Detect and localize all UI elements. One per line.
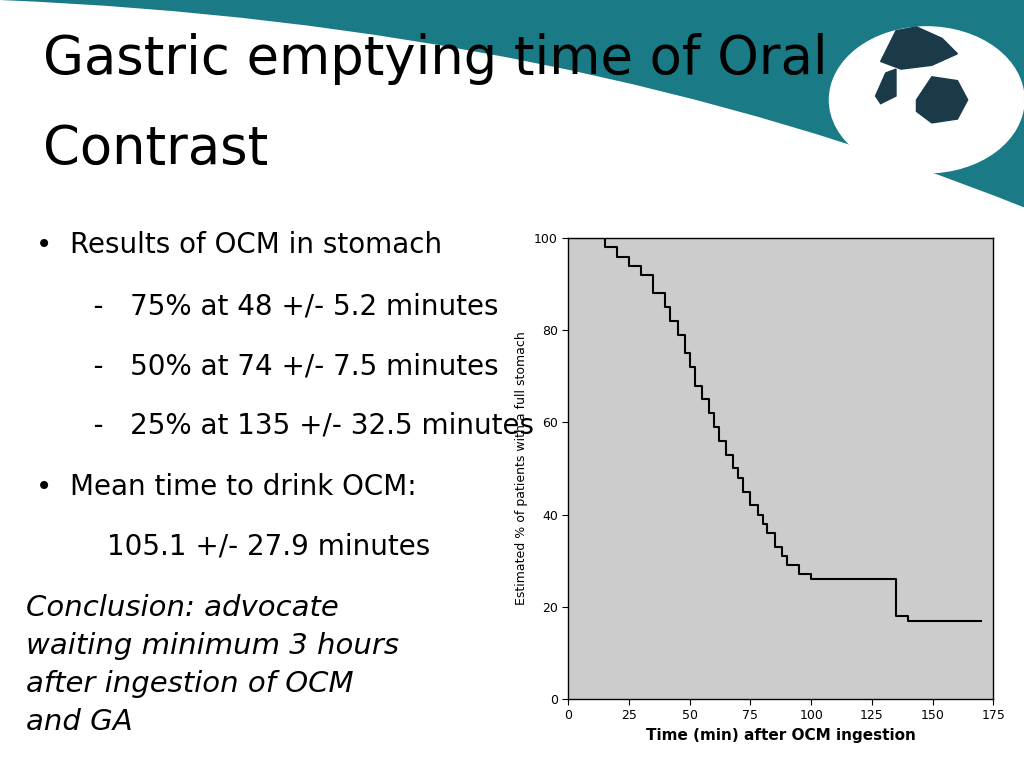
Circle shape xyxy=(829,27,1024,173)
Text: -   75% at 48 +/- 5.2 minutes: - 75% at 48 +/- 5.2 minutes xyxy=(57,293,499,321)
Text: Contrast: Contrast xyxy=(43,123,268,175)
Text: Gastric emptying time of Oral: Gastric emptying time of Oral xyxy=(43,32,827,84)
PathPatch shape xyxy=(0,0,1024,200)
Text: •  Mean time to drink OCM:: • Mean time to drink OCM: xyxy=(37,473,417,501)
Y-axis label: Estimated % of patients with a full stomach: Estimated % of patients with a full stom… xyxy=(515,332,528,605)
Text: Conclusion: advocate
waiting minimum 3 hours
after ingestion of OCM
and GA: Conclusion: advocate waiting minimum 3 h… xyxy=(26,594,398,736)
Polygon shape xyxy=(916,77,968,123)
Text: -   25% at 135 +/- 32.5 minutes: - 25% at 135 +/- 32.5 minutes xyxy=(57,412,534,439)
Polygon shape xyxy=(876,69,896,104)
Text: •  Results of OCM in stomach: • Results of OCM in stomach xyxy=(37,231,442,259)
Text: -   50% at 74 +/- 7.5 minutes: - 50% at 74 +/- 7.5 minutes xyxy=(57,352,499,380)
Text: 105.1 +/- 27.9 minutes: 105.1 +/- 27.9 minutes xyxy=(37,532,431,560)
X-axis label: Time (min) after OCM ingestion: Time (min) after OCM ingestion xyxy=(646,728,915,743)
Polygon shape xyxy=(881,27,957,69)
PathPatch shape xyxy=(0,0,1024,207)
